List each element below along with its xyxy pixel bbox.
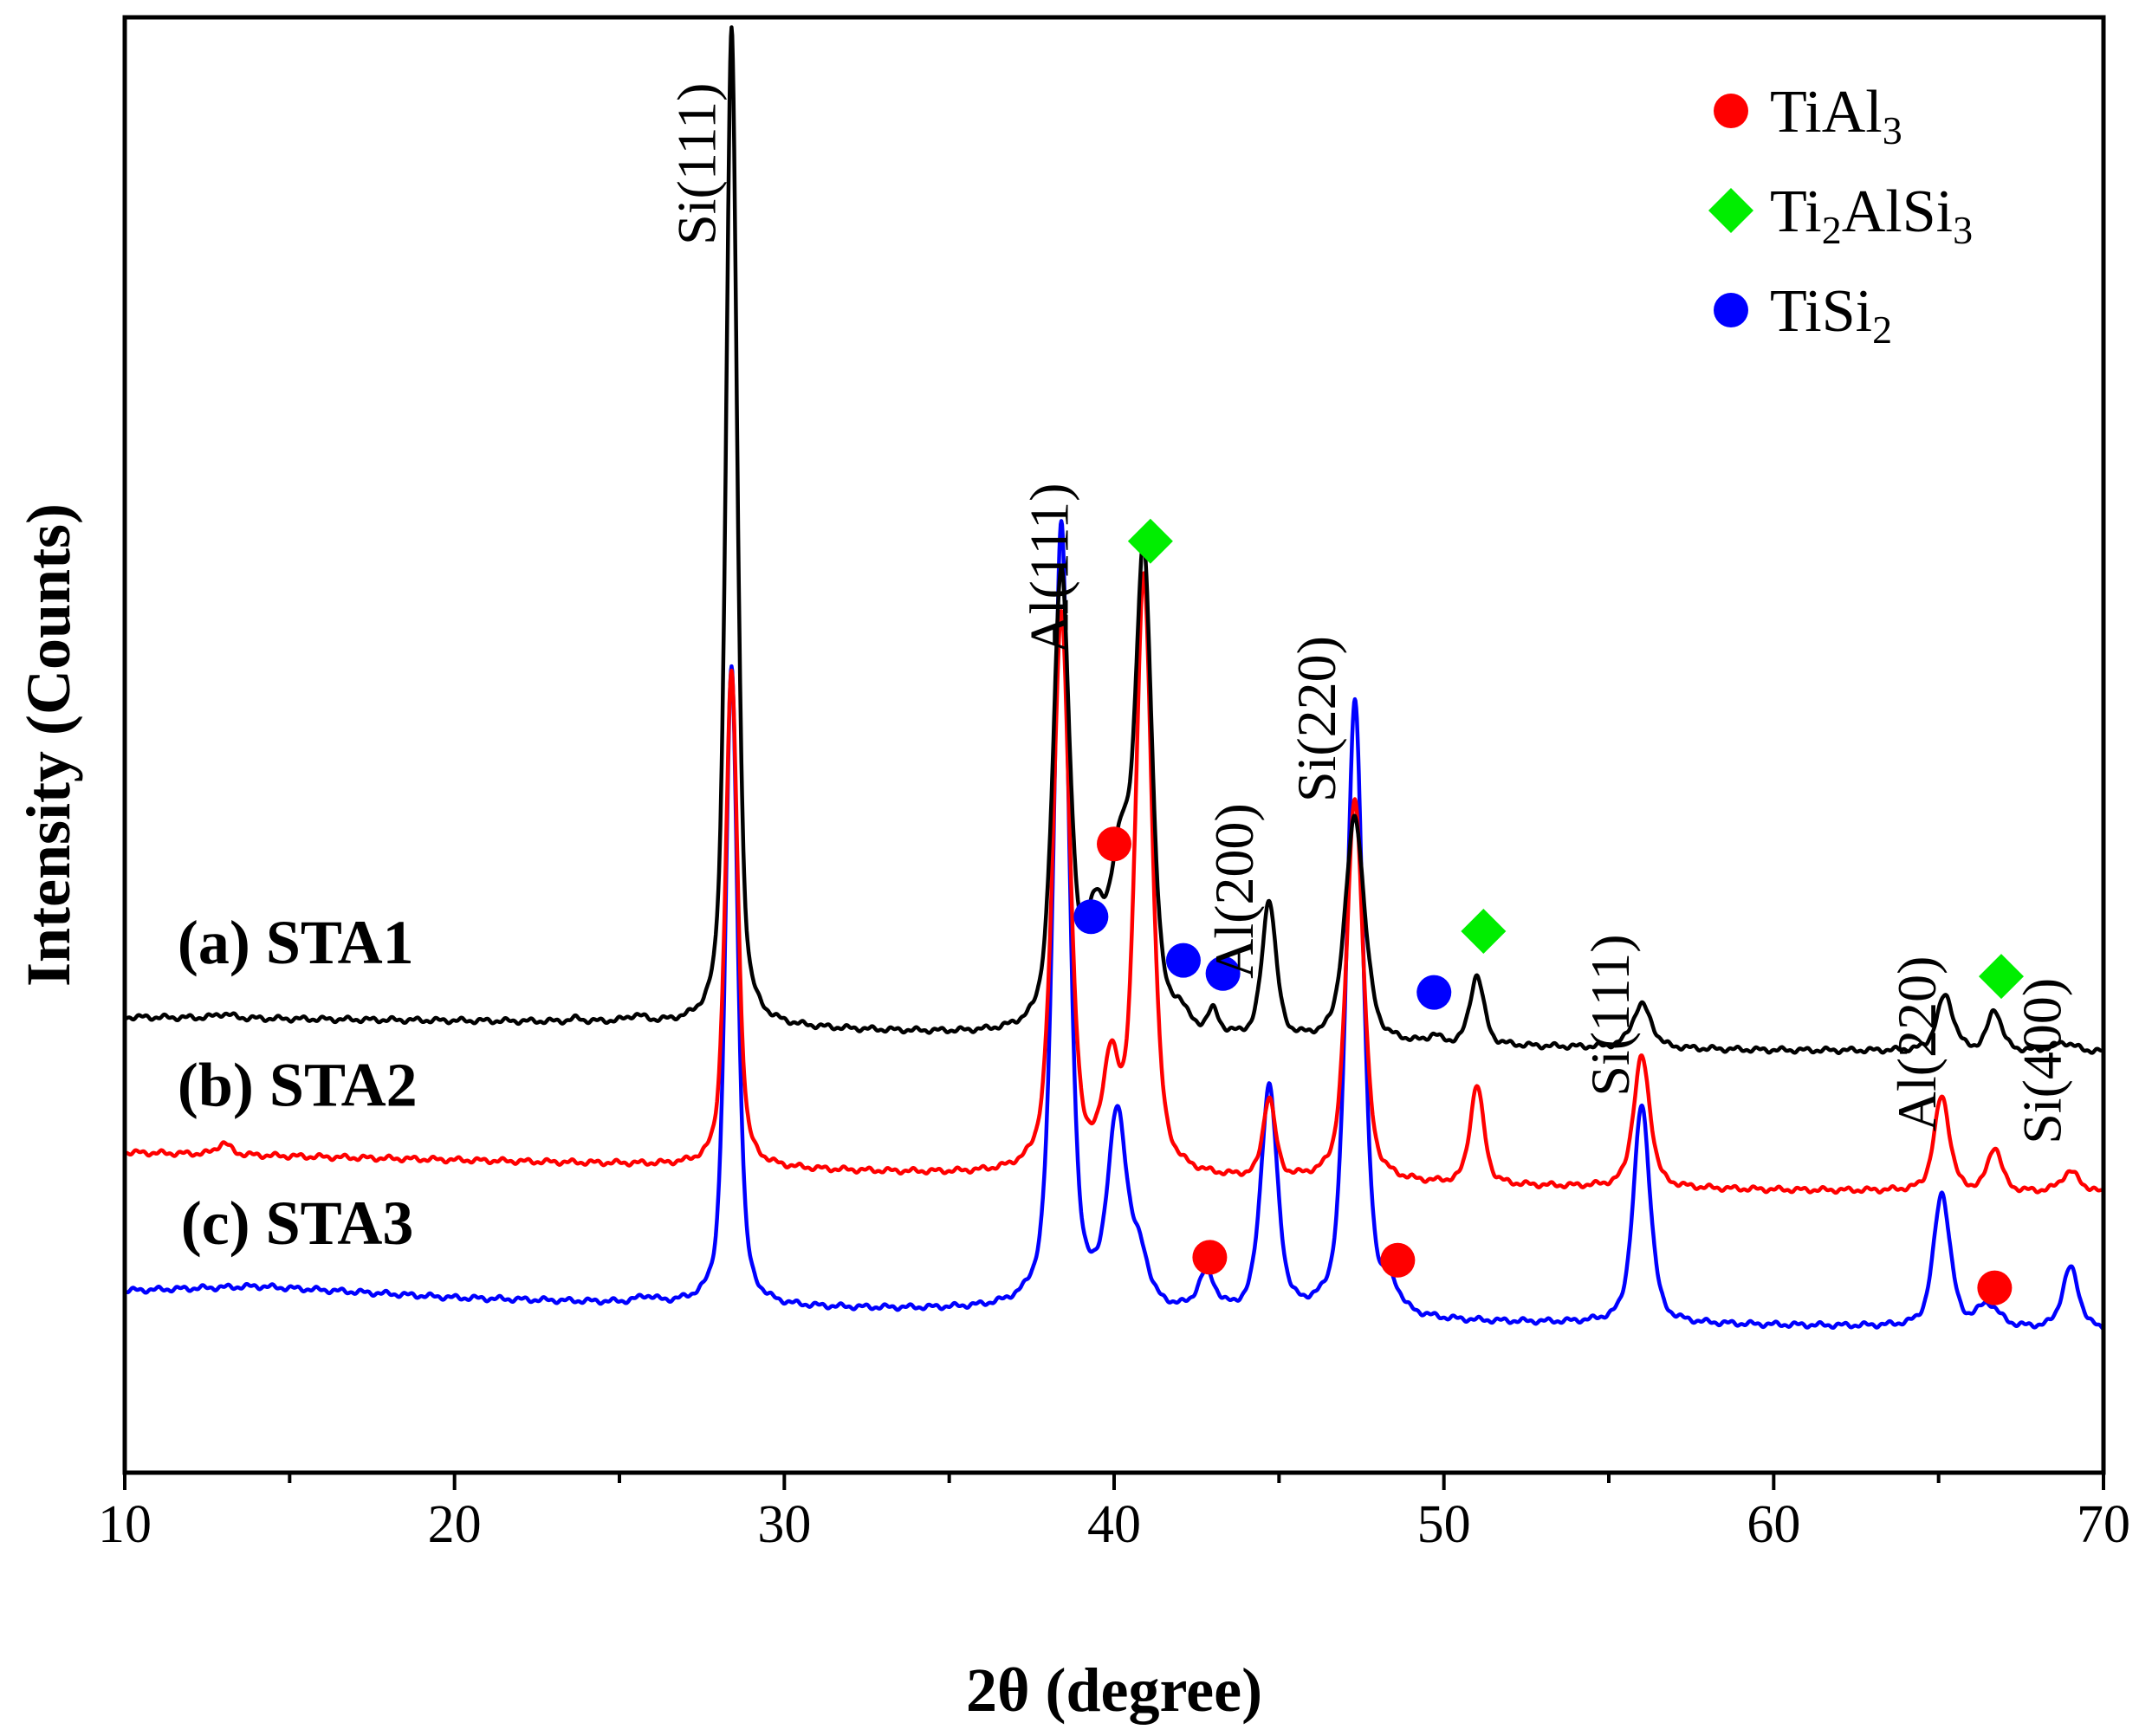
marker-circle [1977, 1270, 2013, 1305]
trace-2 [123, 571, 2105, 1195]
x-tick-label: 30 [757, 1495, 811, 1554]
legend-label: Ti2AlSi3 [1770, 178, 1973, 252]
marker-diamond [1127, 518, 1173, 564]
legend-marker [1714, 94, 1748, 128]
x-tick-label: 20 [428, 1495, 482, 1554]
legend-label: TiAl3 [1770, 79, 1902, 152]
marker-circle [1165, 942, 1201, 978]
peak-label: Si(400) [2012, 978, 2073, 1144]
peak-label: Al(220) [1886, 956, 1948, 1132]
peak-label: Al(111) [1019, 483, 1080, 655]
marker-circle [1380, 1242, 1416, 1278]
peak-label: Al(200) [1203, 803, 1265, 979]
x-tick-label: 40 [1087, 1495, 1141, 1554]
legend-marker [1708, 188, 1753, 233]
peak-label: Si(111) [1579, 934, 1641, 1096]
x-tick-label: 10 [98, 1495, 152, 1554]
marker-diamond [1978, 954, 2024, 1000]
marker-circle [1192, 1240, 1228, 1275]
peak-label: Si(111) [665, 83, 727, 245]
marker-circle [1073, 899, 1109, 935]
peak-label: Si(220) [1286, 636, 1347, 802]
marker-circle [1205, 955, 1241, 991]
marker-diamond [1461, 909, 1507, 955]
x-tick-label: 50 [1417, 1495, 1471, 1554]
x-tick-label: 60 [1747, 1495, 1800, 1554]
legend-label: TiSi2 [1770, 278, 1892, 352]
marker-circle [1097, 826, 1131, 862]
marker-circle [1416, 975, 1452, 1010]
phase-markers [1073, 518, 2024, 1305]
sample-label: (c) STA3 [181, 1189, 414, 1258]
legend: TiAl3 Ti2AlSi3 TiSi2 [1708, 79, 1973, 352]
y-axis-title: Intensity (Counts) [14, 503, 83, 987]
sample-label: (b) STA2 [178, 1051, 418, 1120]
peak-labels: Si(111) Al(111) Al(200) Si(220) Si(111) Al(22… [665, 83, 2072, 1144]
trace-3 [123, 519, 2105, 1331]
legend-marker [1714, 293, 1748, 327]
x-tick-label: 70 [2077, 1495, 2130, 1554]
x-axis: 10 20 30 40 50 60 70 [98, 1473, 2130, 1554]
sample-labels: (a) STA1 (b) STA2 (c) STA3 [178, 908, 418, 1258]
sample-label: (a) STA1 [178, 908, 414, 977]
x-axis-title: 2θ (degree) [966, 1655, 1262, 1725]
